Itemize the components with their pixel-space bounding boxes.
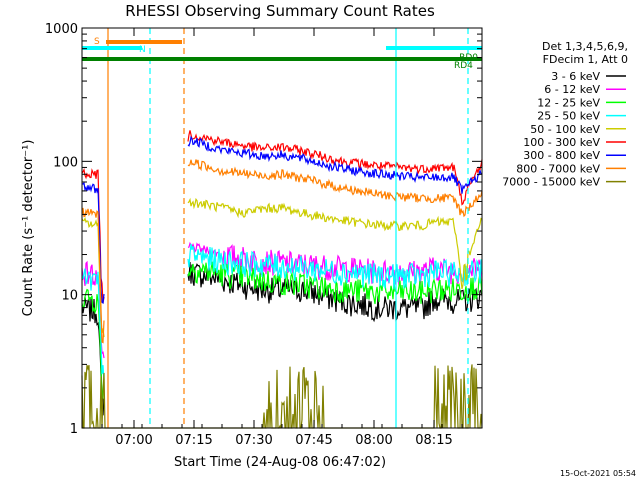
y-tick-label: 1000 xyxy=(45,22,78,37)
x-tick-label: 07:00 xyxy=(115,433,152,448)
legend-entry-label: 50 - 100 keV xyxy=(530,123,600,136)
annotation-label: N xyxy=(139,45,146,55)
legend-entry-label: 3 - 6 keV xyxy=(551,70,600,83)
x-tick-label: 07:45 xyxy=(295,433,332,448)
series-layer xyxy=(81,130,483,429)
legend-entry-label: 300 - 800 keV xyxy=(523,149,600,162)
legend: Det 1,3,4,5,6,9,FDecim 1, Att 0 3 - 6 keV… xyxy=(502,40,628,189)
x-tick-label: 08:15 xyxy=(415,433,452,448)
y-axis-label: Count Rate (s⁻¹ detector⁻¹) xyxy=(21,140,36,317)
x-tick-label: 07:15 xyxy=(175,433,212,448)
chart-title: RHESSI Observing Summary Count Rates xyxy=(125,2,435,20)
series-line xyxy=(81,243,483,384)
legend-entry-label: 800 - 7000 keV xyxy=(516,162,600,175)
legend-entry-label: 100 - 300 keV xyxy=(523,136,600,149)
legend-entry-label: 12 - 25 keV xyxy=(537,96,600,109)
legend-header: Det 1,3,4,5,6,9, xyxy=(542,40,628,53)
footer-date: 15-Oct-2021 05:54 xyxy=(560,469,636,478)
annotation-label: RD4 xyxy=(454,61,473,71)
y-tick-label: 1 xyxy=(70,422,78,437)
x-tick-label: 07:30 xyxy=(235,433,272,448)
y-tick-label: 100 xyxy=(53,155,78,170)
annotation-layer: SNRD0RD4 xyxy=(82,28,482,428)
axis-layer: 07:00 07:15 07:30 07:45 08:00 08:15 1 10 100 1000 xyxy=(45,22,483,448)
legend-header: FDecim 1, Att 0 xyxy=(543,53,628,66)
legend-entry-label: 6 - 12 keV xyxy=(544,83,600,96)
legend-entry-label: 25 - 50 keV xyxy=(537,110,600,123)
series-line xyxy=(81,159,483,344)
x-tick-label: 08:00 xyxy=(355,433,392,448)
x-axis-label: Start Time (24-Aug-08 06:47:02) xyxy=(174,455,386,470)
annotation-label: S xyxy=(94,37,100,47)
y-tick-label: 10 xyxy=(61,289,78,304)
legend-entry-label: 7000 - 15000 keV xyxy=(502,176,600,189)
